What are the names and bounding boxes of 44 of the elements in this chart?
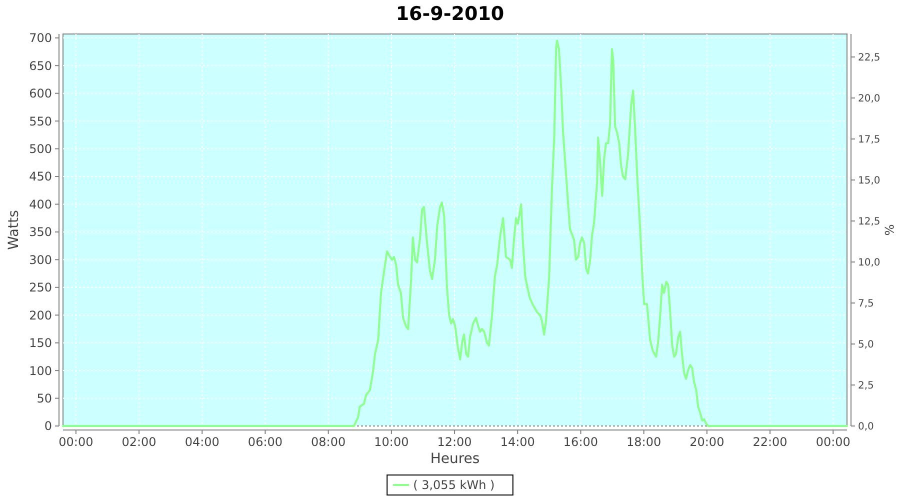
y-tick-label: 250 (29, 280, 52, 295)
y2-tick-label: 5,0 (858, 339, 874, 350)
x-tick-label: 02:00 (122, 435, 156, 449)
y2-tick-label: 17,5 (858, 134, 880, 146)
y-tick-label: 150 (29, 336, 52, 350)
y2-tick-label: 22,5 (858, 52, 880, 64)
line-series (62, 40, 848, 427)
y-tick-label: 50 (36, 391, 52, 406)
y-tick-label: 300 (29, 252, 52, 267)
x-tick-label: 20:00 (690, 435, 724, 449)
y-tick-label: 400 (29, 197, 52, 212)
y-tick-label: 600 (29, 86, 52, 101)
y2-axis-title: % (882, 224, 896, 236)
y2-tick-label: 20,0 (858, 93, 880, 104)
y-tick-label: 650 (29, 58, 52, 73)
y-tick-label: 350 (29, 225, 52, 240)
y-tick-label: 450 (29, 170, 52, 184)
x-tick-label: 04:00 (184, 435, 220, 449)
x-tick-label: 08:00 (311, 435, 346, 449)
x-tick-label: 00:00 (58, 435, 94, 449)
y-tick-label: 550 (29, 114, 52, 128)
x-tick-label: 12:00 (437, 435, 472, 449)
x-tick-label: 22:00 (752, 435, 788, 449)
legend-label: ( 3,055 kWh ) (413, 478, 495, 492)
y2-tick-label: 12,5 (858, 216, 880, 228)
x-tick-label: 14:00 (500, 435, 535, 449)
y2-tick-label: 10,0 (858, 257, 880, 268)
y2-tick-label: 2,5 (858, 380, 874, 392)
y-tick-label: 700 (29, 31, 52, 46)
chart-title: 16-9-2010 (396, 3, 504, 25)
x-tick-label: 06:00 (248, 435, 283, 449)
x-tick-label: 10:00 (374, 435, 409, 449)
x-tick-label: 00:00 (816, 435, 850, 449)
x-tick-label: 18:00 (626, 435, 662, 449)
y-tick-label: 100 (29, 364, 52, 378)
x-tick-label: 16:00 (563, 435, 598, 449)
y-tick-label: 500 (29, 142, 52, 156)
y2-tick-label: 0,0 (858, 422, 874, 432)
y-tick-label: 0 (44, 419, 52, 434)
y2-tick-label: 15,0 (858, 175, 880, 186)
y2-tick-label: 7,5 (858, 298, 874, 310)
y-axis-title: Watts (6, 210, 22, 250)
x-axis-title: Heures (430, 451, 480, 467)
y-tick-label: 200 (29, 308, 52, 322)
